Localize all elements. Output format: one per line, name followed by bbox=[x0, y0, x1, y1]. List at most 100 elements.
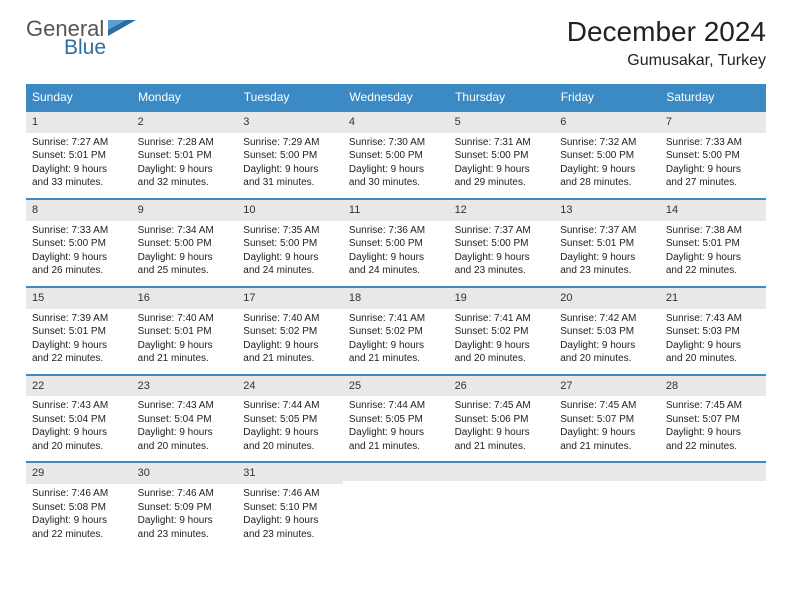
calendar-day-cell: 6Sunrise: 7:32 AMSunset: 5:00 PMDaylight… bbox=[554, 111, 660, 199]
calendar-day-cell: 18 Sunrise: 7:41 AM Sunset: 5:02 PM Dayligh… bbox=[343, 287, 449, 375]
sunset-line: Sunset: 5:01 PM bbox=[32, 150, 106, 161]
daylight-line: Daylight: 9 hours and 21 minutes. bbox=[243, 340, 318, 365]
sunrise-line: Sunrise: 7:43 AM bbox=[32, 400, 108, 411]
daylight-line: Daylight: 9 hours and 20 minutes. bbox=[455, 340, 530, 365]
daylight-line: Daylight: 9 hours and 22 minutes. bbox=[666, 252, 741, 277]
day-number: 5 bbox=[449, 112, 555, 133]
sunset-line: Sunset: 5:01 PM bbox=[138, 326, 212, 337]
daylight-line: Daylight: 9 hours and 21 minutes. bbox=[349, 340, 424, 365]
sunset-line: Sunset: 5:04 PM bbox=[32, 414, 106, 425]
calendar-day-cell: 2Sunrise: 7:28 AMSunset: 5:01 PMDaylight… bbox=[132, 111, 238, 199]
empty-daynum bbox=[660, 463, 766, 481]
calendar-day-cell: 16Sunrise: 7:40 AMSunset: 5:01 PMDayligh… bbox=[132, 287, 238, 375]
daylight-line: Daylight: 9 hours and 22 minutes. bbox=[666, 427, 741, 452]
day-number: 14 bbox=[660, 200, 766, 221]
day-number: 28 bbox=[660, 376, 766, 397]
day-number: 21 bbox=[660, 288, 766, 309]
sunset-line: Sunset: 5:07 PM bbox=[560, 414, 634, 425]
day-details: Sunrise: 7:45 AMSunset: 5:07 PMDaylight:… bbox=[554, 396, 660, 461]
sunrise-line: Sunrise: 7:27 AM bbox=[32, 137, 108, 148]
day-number: 18 bbox=[343, 288, 449, 309]
daylight-line: Daylight: 9 hours and 25 minutes. bbox=[138, 252, 213, 277]
day-details: Sunrise: 7:30 AMSunset: 5:00 PMDaylight:… bbox=[343, 133, 449, 198]
day-details: Sunrise: 7:41 AM Sunset: 5:02 PM Daylight:… bbox=[343, 309, 449, 374]
sunrise-line: Sunrise: 7:41 AM bbox=[349, 313, 425, 324]
calendar-day-cell: 8Sunrise: 7:33 AMSunset: 5:00 PMDaylight… bbox=[26, 199, 132, 287]
calendar-empty-cell bbox=[554, 462, 660, 549]
day-number: 8 bbox=[26, 200, 132, 221]
day-details: Sunrise: 7:43 AM Sunset: 5:04 PM Daylight:… bbox=[26, 396, 132, 461]
day-details: Sunrise: 7:45 AMSunset: 5:07 PMDaylight:… bbox=[660, 396, 766, 461]
sunset-line: Sunset: 5:03 PM bbox=[666, 326, 740, 337]
calendar-day-cell: 19Sunrise: 7:41 AMSunset: 5:02 PMDayligh… bbox=[449, 287, 555, 375]
calendar-day-cell: 14Sunrise: 7:38 AMSunset: 5:01 PMDayligh… bbox=[660, 199, 766, 287]
day-number: 15 bbox=[26, 288, 132, 309]
day-details: Sunrise: 7:46 AMSunset: 5:10 PMDaylight:… bbox=[237, 484, 343, 549]
daylight-line: Daylight: 9 hours and 21 minutes. bbox=[138, 340, 213, 365]
day-number: 27 bbox=[554, 376, 660, 397]
day-number: 23 bbox=[132, 376, 238, 397]
calendar-day-cell: 27Sunrise: 7:45 AMSunset: 5:07 PMDayligh… bbox=[554, 375, 660, 463]
sunset-line: Sunset: 5:00 PM bbox=[32, 238, 106, 249]
calendar-week-row: 8Sunrise: 7:33 AMSunset: 5:00 PMDaylight… bbox=[26, 199, 766, 287]
location-subtitle: Gumusakar, Turkey bbox=[567, 52, 766, 70]
sunrise-line: Sunrise: 7:28 AM bbox=[138, 137, 214, 148]
daylight-line: Daylight: 9 hours and 20 minutes. bbox=[32, 427, 107, 452]
daylight-line: Daylight: 9 hours and 26 minutes. bbox=[32, 252, 107, 277]
sunrise-line: Sunrise: 7:31 AM bbox=[455, 137, 531, 148]
daylight-line: Daylight: 9 hours and 20 minutes. bbox=[138, 427, 213, 452]
day-details: Sunrise: 7:34 AMSunset: 5:00 PMDaylight:… bbox=[132, 221, 238, 286]
day-details: Sunrise: 7:39 AMSunset: 5:01 PMDaylight:… bbox=[26, 309, 132, 374]
sunset-line: Sunset: 5:05 PM bbox=[349, 414, 423, 425]
day-details: Sunrise: 7:44 AMSunset: 5:05 PMDaylight:… bbox=[343, 396, 449, 461]
calendar-day-cell: 12Sunrise: 7:37 AMSunset: 5:00 PMDayligh… bbox=[449, 199, 555, 287]
daylight-line: Daylight: 9 hours and 28 minutes. bbox=[560, 164, 635, 189]
day-details: Sunrise: 7:35 AMSunset: 5:00 PMDaylight:… bbox=[237, 221, 343, 286]
daylight-line: Daylight: 9 hours and 23 minutes. bbox=[560, 252, 635, 277]
sunrise-line: Sunrise: 7:45 AM bbox=[560, 400, 636, 411]
sunrise-line: Sunrise: 7:43 AM bbox=[666, 313, 742, 324]
sunset-line: Sunset: 5:01 PM bbox=[32, 326, 106, 337]
sunrise-line: Sunrise: 7:45 AM bbox=[455, 400, 531, 411]
empty-daybody bbox=[343, 481, 449, 521]
day-number: 22 bbox=[26, 376, 132, 397]
daylight-line: Daylight: 9 hours and 29 minutes. bbox=[455, 164, 530, 189]
daylight-line: Daylight: 9 hours and 21 minutes. bbox=[455, 427, 530, 452]
calendar-day-cell: 20Sunrise: 7:42 AMSunset: 5:03 PMDayligh… bbox=[554, 287, 660, 375]
calendar-day-cell: 26Sunrise: 7:45 AMSunset: 5:06 PMDayligh… bbox=[449, 375, 555, 463]
calendar-day-cell: 15Sunrise: 7:39 AMSunset: 5:01 PMDayligh… bbox=[26, 287, 132, 375]
weekday-header: Thursday bbox=[449, 84, 555, 111]
day-number: 3 bbox=[237, 112, 343, 133]
sunset-line: Sunset: 5:02 PM bbox=[349, 326, 423, 337]
day-number: 24 bbox=[237, 376, 343, 397]
daylight-line: Daylight: 9 hours and 23 minutes. bbox=[455, 252, 530, 277]
day-number: 11 bbox=[343, 200, 449, 221]
daylight-line: Daylight: 9 hours and 27 minutes. bbox=[666, 164, 741, 189]
sunrise-line: Sunrise: 7:46 AM bbox=[32, 488, 108, 499]
sunrise-line: Sunrise: 7:40 AM bbox=[243, 313, 319, 324]
calendar-day-cell: 25Sunrise: 7:44 AMSunset: 5:05 PMDayligh… bbox=[343, 375, 449, 463]
calendar-day-cell: 10Sunrise: 7:35 AMSunset: 5:00 PMDayligh… bbox=[237, 199, 343, 287]
daylight-line: Daylight: 9 hours and 33 minutes. bbox=[32, 164, 107, 189]
day-details: Sunrise: 7:33 AMSunset: 5:00 PMDaylight:… bbox=[660, 133, 766, 198]
daylight-line: Daylight: 9 hours and 24 minutes. bbox=[349, 252, 424, 277]
calendar-day-cell: 29Sunrise: 7:46 AMSunset: 5:08 PMDayligh… bbox=[26, 462, 132, 549]
daylight-line: Daylight: 9 hours and 20 minutes. bbox=[560, 340, 635, 365]
sunrise-line: Sunrise: 7:39 AM bbox=[32, 313, 108, 324]
empty-daybody bbox=[449, 481, 555, 521]
empty-daynum bbox=[449, 463, 555, 481]
sunset-line: Sunset: 5:08 PM bbox=[32, 502, 106, 513]
calendar-day-cell: 28Sunrise: 7:45 AMSunset: 5:07 PMDayligh… bbox=[660, 375, 766, 463]
day-number: 29 bbox=[26, 463, 132, 484]
day-number: 9 bbox=[132, 200, 238, 221]
sunset-line: Sunset: 5:02 PM bbox=[455, 326, 529, 337]
page-title: December 2024 bbox=[567, 18, 766, 46]
calendar-empty-cell bbox=[660, 462, 766, 549]
day-number: 30 bbox=[132, 463, 238, 484]
daylight-line: Daylight: 9 hours and 21 minutes. bbox=[349, 427, 424, 452]
weekday-header: Saturday bbox=[660, 84, 766, 111]
calendar-day-cell: 30Sunrise: 7:46 AMSunset: 5:09 PMDayligh… bbox=[132, 462, 238, 549]
day-details: Sunrise: 7:37 AMSunset: 5:00 PMDaylight:… bbox=[449, 221, 555, 286]
calendar-day-cell: 1Sunrise: 7:27 AMSunset: 5:01 PMDaylight… bbox=[26, 111, 132, 199]
sunset-line: Sunset: 5:00 PM bbox=[349, 238, 423, 249]
